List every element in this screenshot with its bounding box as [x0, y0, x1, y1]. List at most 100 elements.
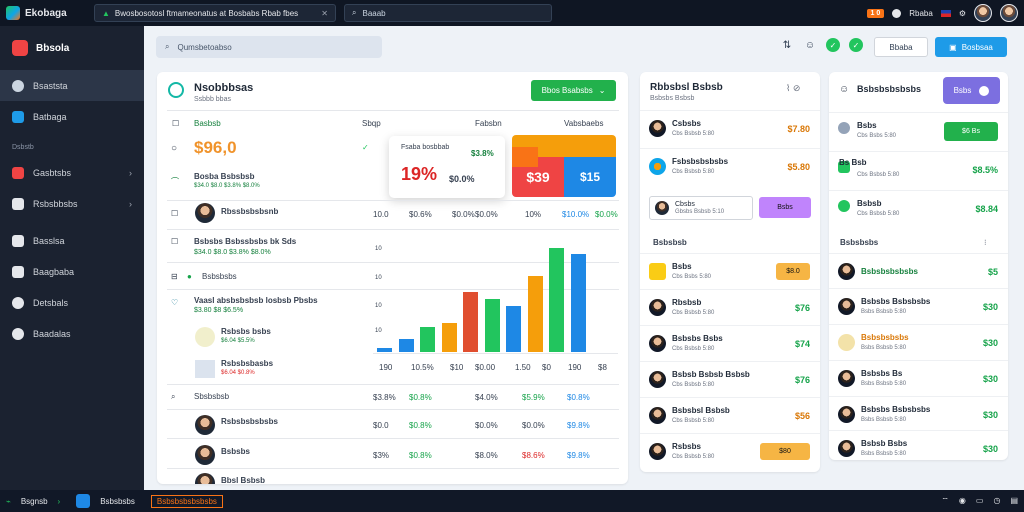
- sidebar-item-6[interactable]: Baagbaba: [0, 256, 144, 287]
- checkbox-icon[interactable]: ☐: [171, 237, 179, 246]
- sidebar-brand[interactable]: Bbsola: [0, 26, 144, 70]
- list-item-badge[interactable]: $80: [760, 443, 810, 460]
- chart-bar-2[interactable]: [398, 339, 414, 352]
- list-item[interactable]: Fsbsbsbsbsbs Cbs Bsbsb 5:80 $5.80: [640, 148, 820, 184]
- taskbar-item-3[interactable]: Bsbsbsbsbsbsbs: [150, 494, 223, 508]
- chart-bar-5[interactable]: [463, 292, 478, 352]
- share-icon[interactable]: ⇅: [782, 39, 792, 51]
- row-label-5[interactable]: Rsbsbs bsbs: [221, 327, 271, 336]
- sidebar-item-5[interactable]: Basslsa: [0, 225, 144, 256]
- row-label-3[interactable]: Bsbsbsbs: [202, 272, 237, 281]
- list-item[interactable]: Bsbsbs Bs Bsbs Bsbsb 5:80 $30: [829, 360, 1008, 396]
- popover-card[interactable]: Fsaba bosbbab $3.8% 19% $0.0%: [389, 136, 505, 198]
- filter-button[interactable]: Bsbs: [759, 197, 811, 218]
- status-icon[interactable]: [892, 8, 902, 18]
- action-button[interactable]: Bbos Bsabsbs ⌄: [531, 80, 616, 101]
- chart-bar-8[interactable]: [527, 276, 543, 352]
- more-icon[interactable]: ⌇ ⊘: [786, 83, 801, 93]
- list-item[interactable]: Bsbsbsbsbs Bsbs Bsbsb 5:80 $30: [829, 324, 1008, 360]
- col-header-3[interactable]: Fabsbn: [475, 119, 502, 128]
- outline-button[interactable]: Bbaba: [874, 37, 928, 57]
- header-search[interactable]: ⌕ Qumsbetoabso ⌕▾: [156, 36, 382, 58]
- row-label-2[interactable]: Bsbsbs Bsbssbsbs bk Sds: [194, 237, 297, 246]
- row-label-1[interactable]: Rbssbsbsbsnb: [221, 207, 279, 216]
- chart-bar-4[interactable]: [441, 323, 457, 352]
- close-icon[interactable]: ✕: [321, 8, 328, 18]
- start-icon[interactable]: ⌁: [6, 496, 11, 506]
- sidebar-item-4[interactable]: Rsbsbbsbs ›: [0, 188, 144, 219]
- col-header-4[interactable]: Vabsbaebs: [564, 119, 604, 128]
- sidebar-item-2[interactable]: Batbaga: [0, 101, 144, 132]
- chart-bar-1[interactable]: [377, 348, 392, 352]
- global-search[interactable]: ⌕ Baaab: [344, 4, 552, 22]
- sidebar: Bbsola Bsaststa Batbaga Dsbstb Gasbtsbs ›…: [0, 26, 144, 490]
- list-item[interactable]: Bsbsbsbsbsbs $5: [829, 253, 1008, 289]
- list-item[interactable]: Bsbsbsl Bsbsb Cbs Bsbsb 5:80 $56: [640, 397, 820, 433]
- list-item[interactable]: Bsbs Cbs Bsbs 5:80 $6 Bs: [829, 112, 1008, 148]
- list-item-sub: Bsbs Bsbsb 5:80: [861, 309, 907, 315]
- radio-icon[interactable]: ○: [171, 143, 178, 154]
- row-label-9[interactable]: Bsbsbs: [221, 447, 250, 456]
- chart-bar-6[interactable]: [484, 299, 500, 352]
- sidebar-item-7[interactable]: Detsbals: [0, 287, 144, 318]
- taskbar-item-1[interactable]: Bsgnsb: [20, 496, 48, 506]
- search-icon[interactable]: ⌕: [171, 392, 176, 401]
- list-item[interactable]: Rbsbsb Cbs Bsbsb 5:80 $76: [640, 289, 820, 325]
- row-label-10[interactable]: Bbsl Bsbsb: [221, 476, 266, 484]
- primary-button[interactable]: ▣ Bosbsaa: [935, 37, 1007, 57]
- list-item[interactable]: Bsbs Cbs Bsbs 5:80 $8.0: [640, 253, 820, 289]
- sidebar-item-1[interactable]: Bsaststa: [0, 70, 144, 101]
- list-item[interactable]: Bsbsb Cbs Bsbsb 5:80 $8.84: [829, 190, 1008, 226]
- list-item[interactable]: Bsbsbs Bsbsbsbs Bsbs Bsbsb 5:80 $30: [829, 396, 1008, 432]
- taskbar-item-2[interactable]: Bsbsbsbs: [100, 496, 135, 506]
- filter-input[interactable]: Cbsbs Gbsbs Bsbsb 5:10: [649, 196, 753, 220]
- chevron-right-icon: ›: [129, 167, 132, 178]
- clock-icon[interactable]: ◷: [993, 496, 1001, 505]
- app-icon[interactable]: [76, 494, 91, 508]
- toggle-switch[interactable]: Bsbs: [943, 77, 1000, 104]
- list-item-name: Bsbsbsbsbs: [861, 333, 909, 342]
- notification-badge[interactable]: 1 0: [866, 8, 885, 18]
- list-item[interactable]: Bsbsbs Bsbs Cbs Bsbsb 5:80 $74: [640, 325, 820, 361]
- avatar[interactable]: [974, 4, 992, 22]
- check-icon[interactable]: ✓: [849, 38, 863, 52]
- app-logo[interactable]: Ekobaga: [6, 6, 90, 20]
- status-icon[interactable]: ✓: [826, 38, 840, 52]
- row-label-4[interactable]: Vaasl absbsbsbsb losbsb Pbsbs: [194, 296, 318, 305]
- list-item[interactable]: Csbsbs Cbs Bsbsb 5:80 $7.80: [640, 110, 820, 146]
- volume-icon[interactable]: ◉: [958, 496, 966, 505]
- user-label[interactable]: Rbaba: [909, 8, 933, 18]
- checkbox-icon[interactable]: ☐: [171, 209, 179, 218]
- flag-icon[interactable]: [940, 9, 951, 17]
- profile-avatar[interactable]: [1000, 4, 1018, 22]
- minus-icon[interactable]: ⊟: [171, 272, 178, 281]
- list-item[interactable]: Bsbsbs Bsbsbsbs Bsbs Bsbsb 5:80 $30: [829, 288, 1008, 324]
- chart-bar-9[interactable]: [549, 248, 564, 352]
- wifi-icon[interactable]: ⌔: [941, 496, 949, 505]
- sidebar-item-label: Detsbals: [33, 297, 69, 308]
- row-label-7[interactable]: Sbsbsbsb: [194, 392, 230, 401]
- list-item-button[interactable]: $6 Bs: [944, 122, 998, 141]
- person-icon[interactable]: ☺: [804, 39, 816, 51]
- chart-bar-10[interactable]: [570, 254, 586, 352]
- notification-icon[interactable]: ▤: [1010, 496, 1018, 505]
- row-label-6[interactable]: Rsbsbsbasbs: [221, 359, 274, 368]
- row-label-8[interactable]: Rsbsbsbsbsbs: [221, 417, 278, 426]
- col-header-2[interactable]: Sbqp: [362, 119, 381, 128]
- col-header-1[interactable]: Basbsb: [194, 119, 221, 128]
- settings-icon[interactable]: ⚙: [958, 8, 966, 18]
- list-item[interactable]: Bs Bsb Cbs Bsbsb 5:80 $8.5%: [829, 151, 1008, 187]
- list-item-badge[interactable]: $8.0: [776, 263, 810, 280]
- chart-bar-3[interactable]: [420, 327, 435, 352]
- sidebar-item-8[interactable]: Baadalas: [0, 318, 144, 349]
- battery-icon[interactable]: ▭: [975, 496, 984, 505]
- list-item[interactable]: Bsbsb Bsbsb Bsbsb Cbs Bsbsb 5:80 $76: [640, 361, 820, 397]
- sidebar-item-3[interactable]: Gasbtsbs ›: [0, 157, 144, 188]
- chart-bar-7[interactable]: [506, 306, 521, 352]
- avatar: [195, 203, 215, 223]
- checkbox-icon[interactable]: ☐: [172, 119, 180, 128]
- stat-tile[interactable]: $39 $15: [512, 135, 616, 197]
- address-bar[interactable]: ▲ Bwosbosotosl ftmameonatus at Bosbabs R…: [94, 4, 336, 22]
- list-item[interactable]: Bsbsb Bsbs Bsbs Bsbsb 5:80 $30: [829, 430, 1008, 460]
- list-item[interactable]: Rsbsbs Cbs Bsbsb 5:80 $80: [640, 433, 820, 469]
